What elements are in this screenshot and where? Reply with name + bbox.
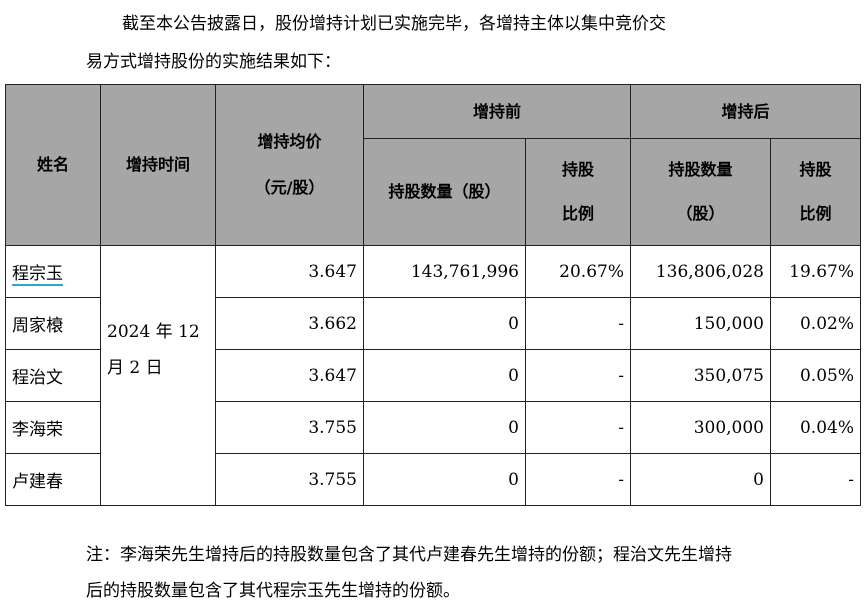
header-after-qty: 持股数量 （股） <box>630 138 771 246</box>
cell-before-ratio: - <box>525 453 631 506</box>
cell-before-qty: 0 <box>363 453 526 506</box>
t3: 持股数量 <box>668 160 733 179</box>
cell-time: 2024 年 12 月 2 日 <box>100 245 216 506</box>
cell-after-qty: 350,075 <box>630 349 771 402</box>
table-row: 卢建春 3.755 0-0- <box>5 453 861 506</box>
cell-after-ratio: 0.04% <box>770 401 861 454</box>
header-before: 增持前 <box>363 84 631 139</box>
cell-after-ratio: 0.02% <box>770 297 861 350</box>
cell-after-qty: 136,806,028 <box>630 245 771 298</box>
cell-before-ratio: 20.67% <box>525 245 631 298</box>
cell-after-qty: 300,000 <box>630 401 771 454</box>
cell-price: 3.662 <box>215 297 364 350</box>
t2: 比例 <box>561 204 594 223</box>
table-row: 程治文 3.647 0-350,075 0.05% <box>5 349 861 402</box>
cell-after-ratio: 19.67% <box>770 245 861 298</box>
intro-line-2: 易方式增持股份的实施结果如下： <box>86 52 341 72</box>
note-line-1: 注：李海荣先生增持后的持股数量包含了其代卢建春先生增持的份额；程治文先生增持 <box>86 545 732 565</box>
cell-before-qty: 143,761,996 <box>363 245 526 298</box>
cell-after-ratio: 0.05% <box>770 349 861 402</box>
cell-name: 李海荣 <box>5 401 101 454</box>
header-avg-price: 增持均价 （元/股） <box>215 84 364 246</box>
cell-name: 卢建春 <box>5 453 101 506</box>
cell-before-ratio: - <box>525 349 631 402</box>
cell-before-ratio: - <box>525 297 631 350</box>
cell-after-qty: 150,000 <box>630 297 771 350</box>
cell-after-ratio: - <box>770 453 861 506</box>
share-increase-table: 姓名 增持时间 增持均价 （元/股） 增持前 增持后 持股数量 （股） 持股比例 持… <box>5 84 861 506</box>
header-before-ratio: 持股 比例 <box>525 138 631 246</box>
cell-price: 3.755 <box>215 453 364 506</box>
cell-name: 周家榱 <box>5 297 101 350</box>
header-name: 姓名 <box>5 84 101 246</box>
intro-line-1: 截至本公告披露日，股份增持计划已实施完毕，各增持主体以集中竞价交 <box>122 14 666 34</box>
header-after: 增持后 <box>630 84 861 139</box>
header-avg-price-2: （元/股） <box>254 178 325 197</box>
cell-price: 3.755 <box>215 401 364 454</box>
note-line-2: 后的持股数量包含了其代程宗玉先生增持的份额。 <box>86 581 460 601</box>
cell-name[interactable]: 程宗玉 <box>5 245 101 298</box>
t1: 持股 <box>561 160 594 179</box>
t4: （股） <box>676 204 725 223</box>
cell-before-qty: 0 <box>363 297 526 350</box>
table-row: 程宗玉 2024 年 12 月 2 日 3.647 143,761,996 20.67% 1… <box>5 245 861 506</box>
header-after-ratio: 持股 比例 <box>770 138 861 246</box>
header-time: 增持时间 <box>100 84 216 246</box>
table-row: 周家榱 3.662 0-150,000 0.02% <box>5 297 861 350</box>
header-avg-price-1: 增持均价 <box>257 132 322 151</box>
cell-before-qty: 0 <box>363 401 526 454</box>
cell-before-ratio: - <box>525 401 631 454</box>
cell-name: 程治文 <box>5 349 101 402</box>
header-before-qty: 持股数量（股） <box>363 138 526 246</box>
cell-price: 3.647 <box>215 349 364 402</box>
cell-before-qty: 0 <box>363 349 526 402</box>
cell-price: 3.647 <box>215 245 364 298</box>
t5: 持股 <box>799 160 832 179</box>
cell-after-qty: 0 <box>630 453 771 506</box>
t6: 比例 <box>799 204 832 223</box>
